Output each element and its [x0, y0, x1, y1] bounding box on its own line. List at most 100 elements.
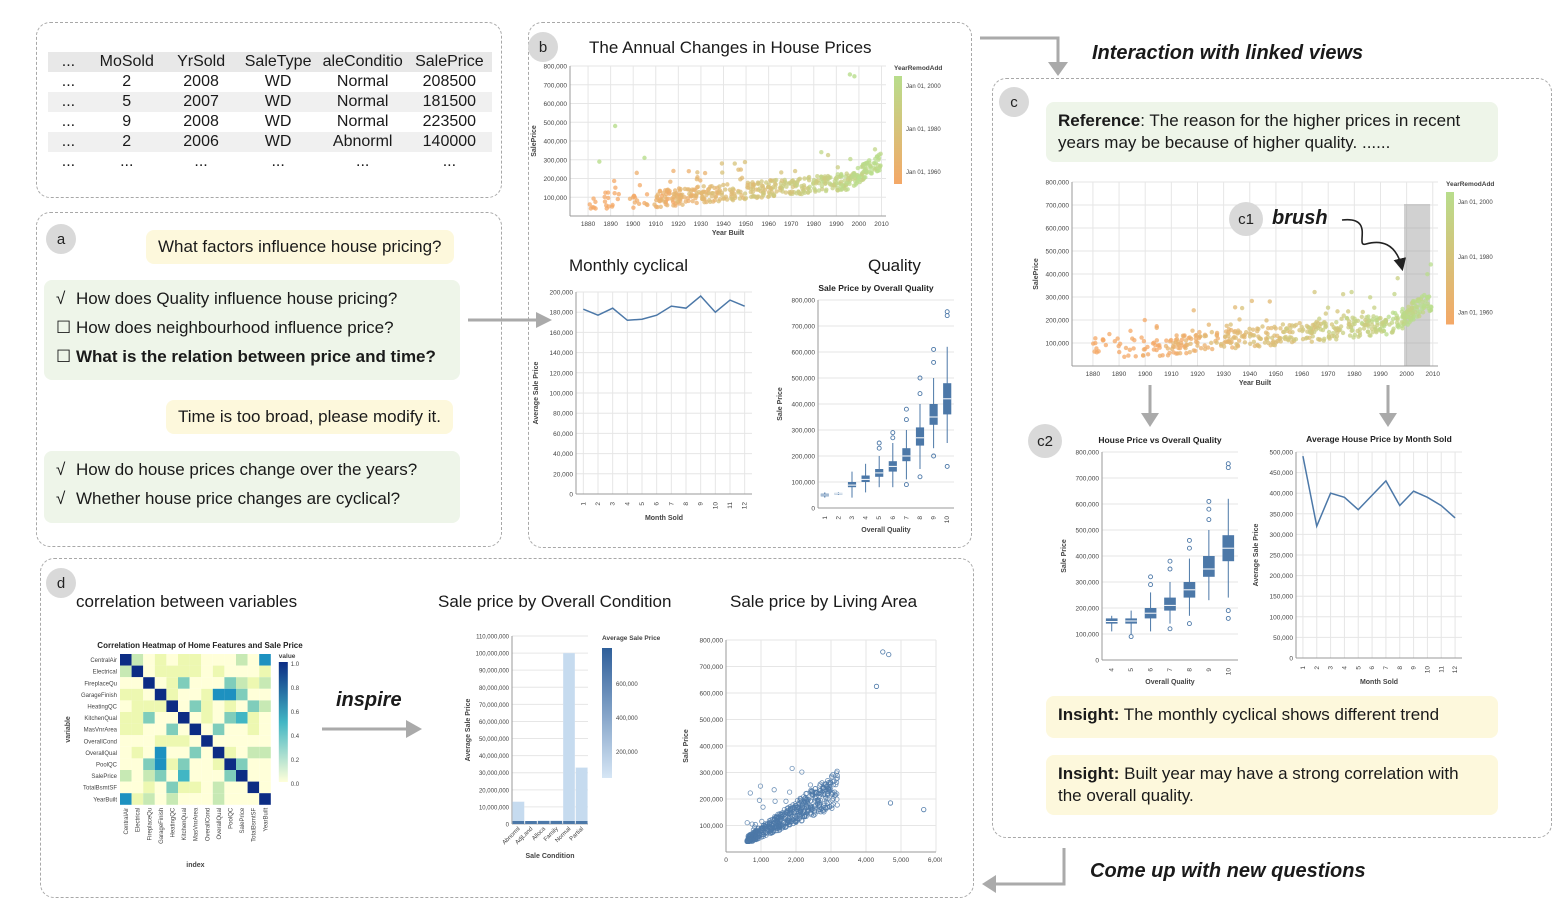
heatmap-cell [201, 677, 213, 689]
box-outlier [903, 417, 909, 423]
check-icon[interactable]: √ [56, 460, 66, 479]
scatter-point [1391, 326, 1396, 331]
x-axis-title: Month Sold [645, 515, 683, 522]
scatter-point [783, 180, 789, 186]
scatter-point [1374, 328, 1379, 334]
scatter-point [1265, 331, 1270, 336]
scatter-point [1414, 304, 1420, 310]
scatter-point [1145, 352, 1151, 357]
panel-c [992, 78, 1552, 838]
scatter-point [812, 791, 819, 797]
scatter-point [637, 183, 643, 188]
monthly-line-chart: 0 20,000 40,000 60,000 80,000 100,000 120,000 1… [533, 290, 752, 522]
scatter-point [835, 187, 840, 193]
scatter-point [1390, 316, 1396, 322]
scatter-point [1317, 323, 1322, 329]
scatter-point [1380, 320, 1386, 325]
heatmap-cell [189, 758, 202, 770]
heatmap-col-label: TotalBsmtSF [252, 807, 258, 841]
scatter-point [779, 170, 784, 175]
x-tick-label: 3 [849, 516, 856, 520]
scatter-point [778, 822, 784, 828]
scatter-point [1428, 304, 1433, 309]
scatter-point [1338, 324, 1344, 329]
box-outlier [1167, 558, 1173, 564]
heatmap-cell [154, 700, 167, 712]
heatmap-cell [201, 723, 213, 736]
check-icon[interactable]: √ [56, 289, 66, 308]
scatter-point [781, 815, 787, 822]
scatter-point [1339, 316, 1344, 322]
brushed-scatter-chart[interactable]: 100,000 200,000 300,000 400,000 500,000 600,0… [1022, 172, 1532, 394]
checkbox-icon[interactable]: ☐ [56, 318, 72, 337]
heatmap-cell [247, 746, 260, 759]
y-axis-title: Average Sale Price [1253, 524, 1260, 587]
option-item[interactable]: ☐ How does neighbourhood influence price? [56, 317, 448, 346]
scatter-point [824, 790, 831, 796]
scatter-point [694, 177, 700, 182]
heatmap-col-label: Electrical [136, 808, 142, 832]
x-tick-label: 1900 [1138, 371, 1153, 378]
x-tick-label: 7 [668, 502, 675, 506]
scatter-point [1351, 335, 1356, 340]
table-cell: Normal [318, 112, 407, 132]
table-cell: 9 [88, 112, 165, 132]
scatter-point [1093, 336, 1098, 341]
check-icon[interactable]: √ [56, 489, 66, 508]
box-outlier [1186, 621, 1192, 627]
box-outlier [876, 440, 882, 446]
heatmap-cell [178, 793, 190, 805]
condition-bar-chart: 0 10,000,000 20,000,000 30,000,000 40,000,00… [465, 635, 661, 861]
scatter-point [1351, 319, 1356, 324]
option-item[interactable]: ☐ What is the relation between price and … [56, 346, 448, 375]
heatmap-cell [166, 665, 178, 678]
scatter-point [812, 811, 818, 817]
heatmap-row-label: PoolQC [96, 763, 118, 769]
table-cell: 2008 [164, 112, 238, 132]
scatter-point [1218, 341, 1224, 347]
y-tick-label: 700,000 [700, 664, 724, 671]
option-item[interactable]: √ Whether house price changes are cyclica… [56, 488, 448, 517]
scatter-point [606, 195, 611, 201]
scatter-point [775, 819, 781, 825]
scatter-point [739, 193, 744, 198]
scatter-point [1168, 337, 1174, 343]
x-tick-label: 5,000 [893, 857, 910, 864]
scatter-point [760, 804, 766, 810]
scatter-point [840, 183, 845, 188]
heatmap-cell [131, 723, 144, 736]
scatter-point [789, 765, 795, 772]
scatter-point [750, 189, 756, 195]
scatter-point [739, 175, 745, 181]
x-axis-title: Overall Quality [861, 527, 911, 534]
legend-bar [1446, 192, 1454, 325]
heatmap-cell [154, 654, 167, 666]
scatter-point [821, 800, 828, 807]
scatter-point [1128, 328, 1133, 334]
brush-selection [1404, 204, 1431, 366]
heatmap-cell [166, 654, 178, 666]
scatter-point [1367, 295, 1373, 300]
table-cell: Normal [318, 72, 407, 92]
box-outlier [1186, 537, 1192, 543]
scatter-point [1361, 326, 1367, 331]
scatter-point [1209, 340, 1214, 346]
label-c1: c1 [1229, 202, 1263, 236]
scatter-point [784, 808, 791, 814]
scatter-point [780, 809, 786, 816]
scatter-point [1283, 326, 1289, 332]
option-item[interactable]: √ How does Quality influence house pricin… [56, 288, 448, 317]
box-body [902, 448, 911, 462]
heatmap-cell [259, 654, 271, 666]
scatter-point [1345, 309, 1351, 314]
x-axis-title: Month Sold [1360, 679, 1398, 686]
heatmap-cell [212, 793, 225, 805]
scatter-point [875, 163, 881, 168]
scatter-point [674, 199, 680, 204]
heatmap-cell [131, 781, 144, 794]
option-item[interactable]: √ How do house prices change over the yea… [56, 459, 448, 488]
checkbox-icon[interactable]: ☐ [56, 347, 72, 366]
scatter-point [682, 186, 688, 192]
heatmap-cell [154, 712, 167, 724]
heatmap-cell [247, 712, 260, 724]
